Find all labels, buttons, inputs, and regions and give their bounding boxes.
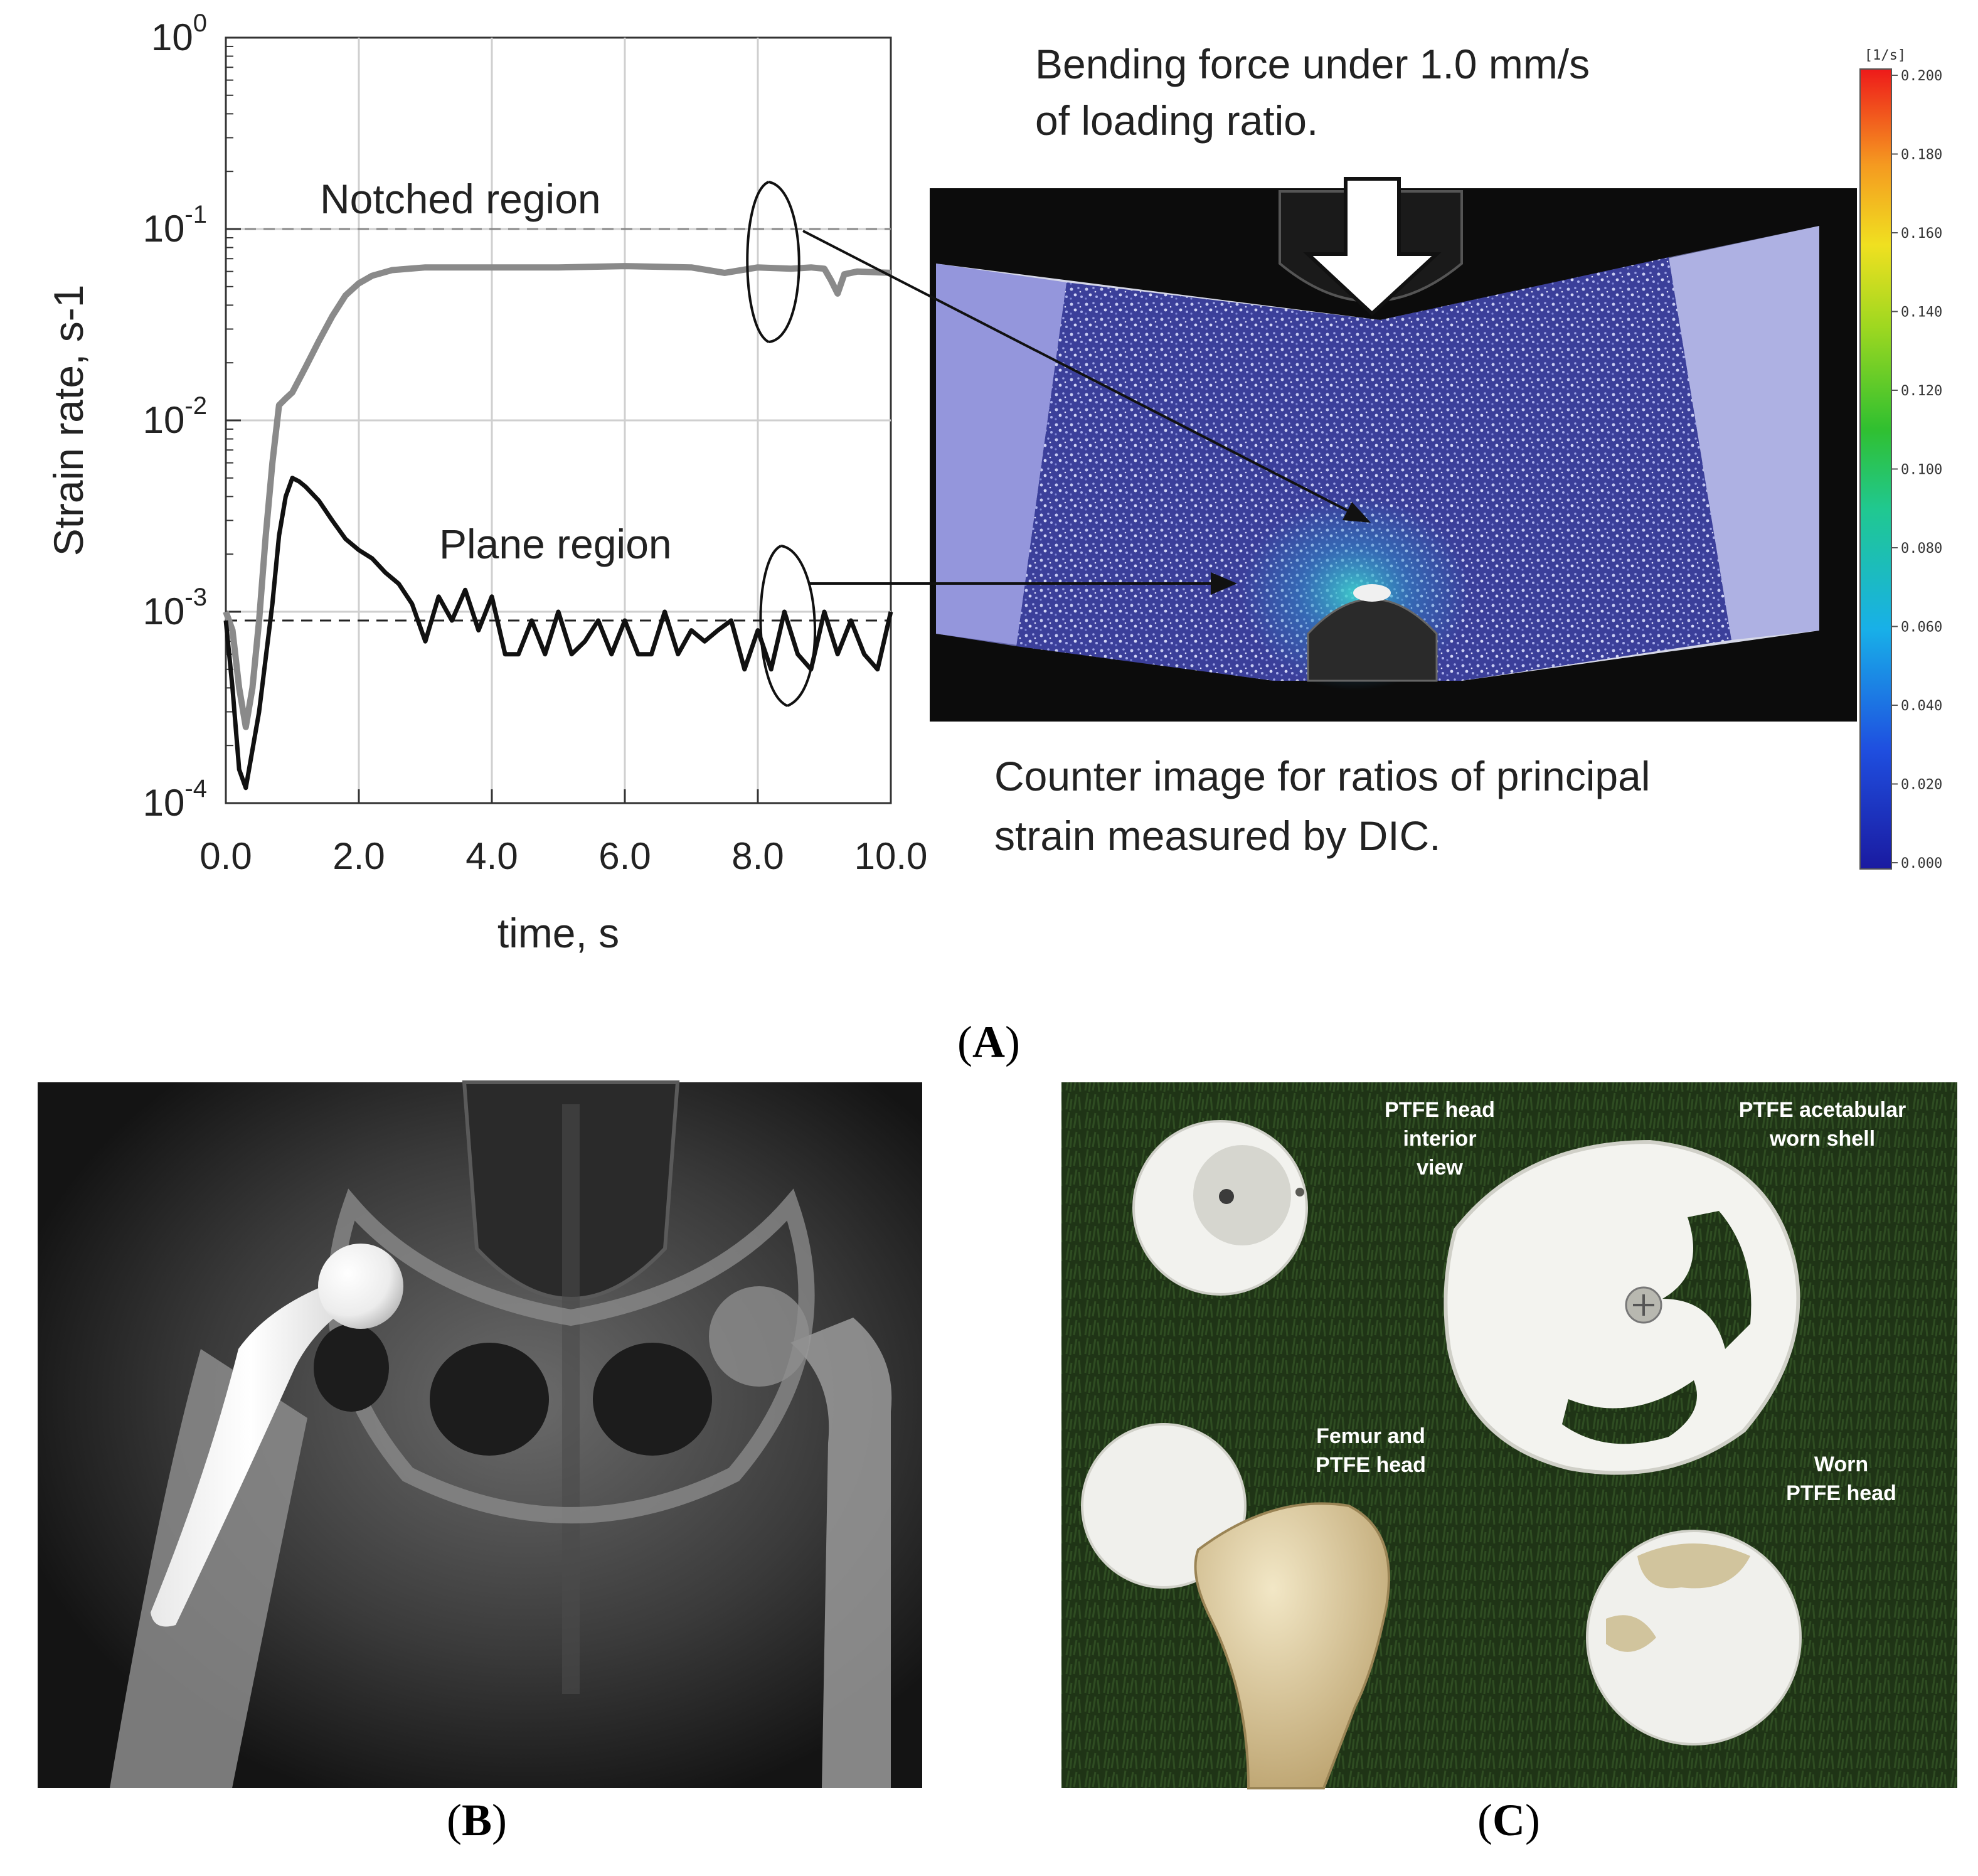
- native-femur: [790, 1318, 892, 1788]
- colorbar-tick-label: 0.160: [1901, 226, 1942, 242]
- x-axis-label: time, s: [497, 910, 619, 956]
- colorbar-tick-label: 0.000: [1901, 856, 1942, 871]
- colorbar-ticks: 0.200 0.180 0.160 0.140 0.120 0.100 0.080 0.060…: [1891, 68, 1942, 871]
- panel-label-c: (C): [1477, 1795, 1540, 1845]
- notched-connector: [802, 230, 1356, 516]
- axis-ticks: [225, 36, 892, 804]
- strain-hotspot: [1192, 414, 1518, 690]
- dic-caption-bottom-1: Counter image for ratios of principal: [994, 753, 1651, 799]
- wear-patch-1: [1637, 1543, 1750, 1589]
- label-femur-1: Femur and: [1316, 1424, 1425, 1448]
- plane-region-series: [223, 476, 893, 791]
- left-band: [936, 264, 1066, 646]
- shell-worn-gap-1: [1662, 1211, 1752, 1349]
- dic-caption-bottom-2: strain measured by DIC.: [994, 813, 1441, 859]
- colorbar-tick-label: 0.200: [1901, 68, 1942, 84]
- panel-label-b: (B): [447, 1795, 507, 1845]
- x-tick-label: 10.0: [854, 835, 928, 877]
- ptfe-head-cavity: [1193, 1145, 1291, 1245]
- panel-label-a: (A): [957, 1017, 1020, 1067]
- x-tick-label: 8.0: [731, 835, 784, 877]
- colorbar-tick-label: 0.120: [1901, 383, 1942, 399]
- x-tick-labels: 0.0 2.0 4.0 6.0 8.0 10.0: [199, 835, 927, 877]
- colorbar-tick-label: 0.040: [1901, 698, 1942, 714]
- implant-stem: [151, 1280, 351, 1627]
- x-tick-label: 4.0: [465, 835, 518, 877]
- colorbar-tick-label: 0.020: [1901, 777, 1942, 793]
- right-obturator: [593, 1343, 712, 1456]
- label-femur-2: PTFE head: [1316, 1453, 1426, 1477]
- y-tick-label: 10-2: [143, 392, 207, 441]
- dic-caption-top-1: Bending force under 1.0 mm/s: [1035, 41, 1590, 87]
- connector-arrows: [802, 230, 1371, 595]
- screw-slot-icon: [1633, 1294, 1654, 1316]
- strain-rate-chart: 0.0 2.0 4.0 6.0 8.0 10.0 10010-110-210-310-4 …: [45, 9, 927, 956]
- right-band: [1669, 226, 1819, 640]
- label-head-interior-2: interior: [1403, 1127, 1476, 1151]
- label-head-interior-1: PTFE head: [1385, 1098, 1495, 1122]
- notched-region-series: [223, 263, 891, 730]
- colorbar-tick-label: 0.140: [1901, 305, 1942, 321]
- cavity-hole-1: [1219, 1189, 1234, 1204]
- chart-series: [223, 263, 893, 791]
- implanted-femur: [110, 1349, 307, 1788]
- x-tick-label: 0.0: [199, 835, 252, 877]
- notched-region-label: Notched region: [320, 176, 601, 222]
- left-obturator: [430, 1343, 549, 1456]
- y-tick-labels: 100 10-1 10-2 10-3 10-4: [143, 9, 207, 824]
- femur-bone: [1194, 1502, 1390, 1789]
- force-arrow-icon: [1303, 177, 1442, 317]
- acetabular-shadow: [314, 1324, 389, 1412]
- y-tick-label: 10-4: [143, 775, 207, 824]
- implant-head: [318, 1244, 403, 1329]
- colorbar-tick-label: 0.100: [1901, 462, 1942, 478]
- shell-worn-gap-2: [1562, 1380, 1697, 1444]
- y-axis-label: Strain rate, s-1: [45, 285, 92, 557]
- y-tick-exponent: -3: [184, 584, 207, 611]
- y-tick-label: 10-1: [143, 201, 207, 250]
- chart-grid: [226, 38, 891, 803]
- y-tick-exponent: -4: [184, 775, 207, 802]
- y-tick-exponent: -1: [184, 201, 207, 228]
- plane-ellipse-right: [780, 545, 817, 707]
- label-shell-1: PTFE acetabular: [1739, 1098, 1906, 1122]
- colorbar-unit: [1/s]: [1864, 48, 1906, 63]
- colorbar-tick-label: 0.080: [1901, 541, 1942, 557]
- colorbar: [1859, 68, 1892, 870]
- y-tick-label: 10-3: [143, 584, 207, 632]
- notch-tip: [1353, 584, 1391, 602]
- x-tick-label: 6.0: [598, 835, 651, 877]
- plane-ellipse-left: [759, 545, 788, 707]
- ptfe-photo: PTFE head interior view PTFE acetabular …: [1061, 1082, 1957, 1789]
- y-tick-exponent: 0: [193, 9, 207, 37]
- label-worn-1: Worn: [1814, 1452, 1868, 1476]
- x-tick-label: 2.0: [332, 835, 385, 877]
- worn-ptfe-head: [1586, 1530, 1802, 1745]
- notched-arrowhead-icon: [1343, 502, 1371, 523]
- label-head-interior-3: view: [1417, 1156, 1463, 1180]
- xray-photo: [38, 1080, 922, 1788]
- colorbar-tick-label: 0.060: [1901, 620, 1942, 636]
- reference-lines: [226, 228, 891, 622]
- colorbar-tick-label: 0.180: [1901, 147, 1942, 163]
- dic-image: Bending force under 1.0 mm/s of loading …: [930, 41, 1942, 871]
- cavity-hole-2: [1295, 1188, 1304, 1196]
- plane-region-label: Plane region: [439, 521, 672, 567]
- label-worn-2: PTFE head: [1786, 1481, 1896, 1505]
- wear-patch-2: [1606, 1615, 1656, 1652]
- notched-ellipse-left: [746, 181, 770, 343]
- y-tick-exponent: -2: [184, 392, 207, 420]
- plane-arrowhead-icon: [1211, 572, 1237, 595]
- native-femoral-head: [709, 1286, 809, 1387]
- notched-ellipse-right: [768, 181, 800, 343]
- y-tick-label: 100: [151, 9, 207, 58]
- label-shell-2: worn shell: [1769, 1127, 1875, 1151]
- dic-caption-top-2: of loading ratio.: [1035, 97, 1318, 144]
